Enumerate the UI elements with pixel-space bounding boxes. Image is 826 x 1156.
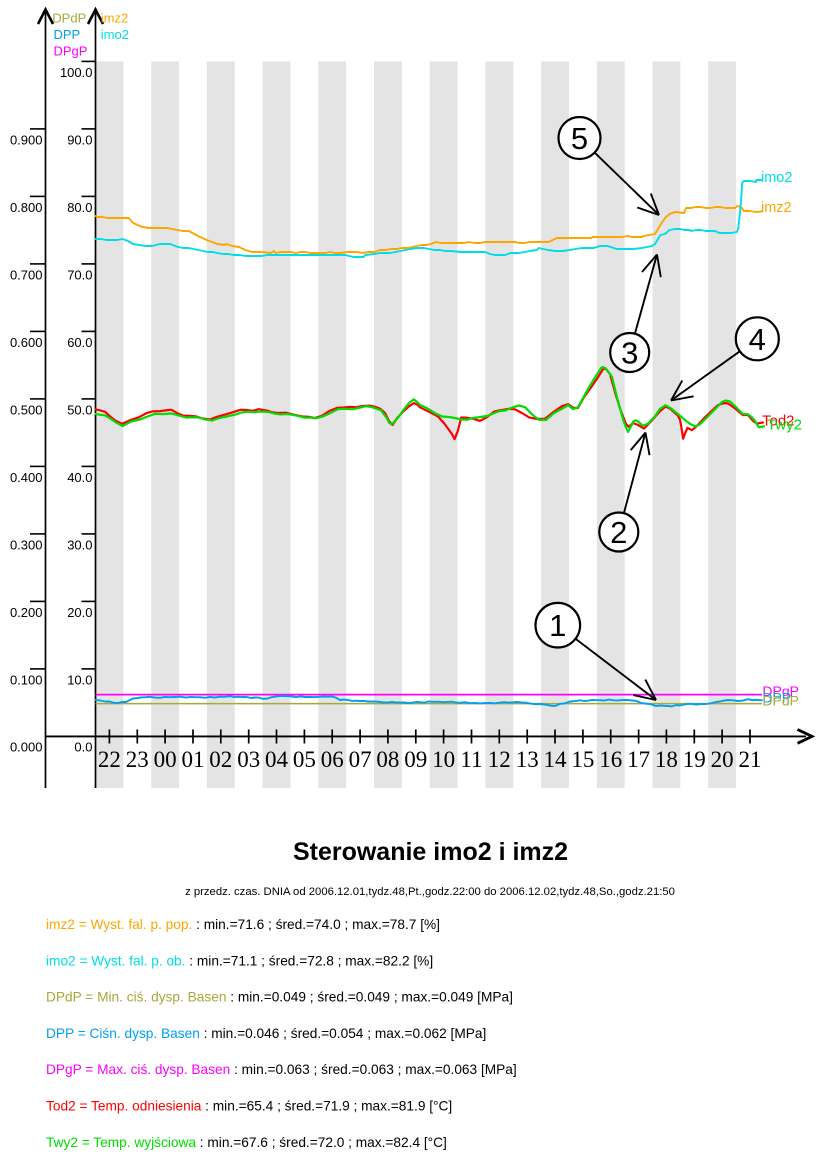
svg-text:0.000: 0.000 <box>10 740 43 755</box>
svg-text:40.0: 40.0 <box>67 470 92 485</box>
svg-text:50.0: 50.0 <box>67 402 92 417</box>
svg-text:DPgP = Max. ciś. dysp. Basen :: DPgP = Max. ciś. dysp. Basen : min.=0.06… <box>46 1062 517 1077</box>
svg-text:00: 00 <box>154 747 177 772</box>
svg-text:4: 4 <box>749 322 766 357</box>
svg-text:19: 19 <box>683 747 706 772</box>
svg-text:21: 21 <box>739 747 762 772</box>
svg-text:30.0: 30.0 <box>67 537 92 552</box>
svg-text:70.0: 70.0 <box>67 267 92 282</box>
svg-text:05: 05 <box>293 747 316 772</box>
svg-text:imz2: imz2 <box>101 11 128 26</box>
svg-text:0.200: 0.200 <box>10 605 43 620</box>
svg-text:02: 02 <box>209 747 232 772</box>
svg-text:imo2: imo2 <box>761 170 792 186</box>
svg-text:03: 03 <box>237 747 260 772</box>
svg-text:15: 15 <box>571 747 594 772</box>
svg-text:Tod2 = Temp. odniesienia : min: Tod2 = Temp. odniesienia : min.=65.4 ; ś… <box>46 1099 452 1114</box>
svg-text:Twy2: Twy2 <box>767 417 802 434</box>
svg-text:06: 06 <box>321 747 344 772</box>
svg-text:3: 3 <box>621 336 638 371</box>
svg-text:16: 16 <box>599 747 622 772</box>
svg-text:60.0: 60.0 <box>67 335 92 350</box>
svg-text:13: 13 <box>516 747 539 772</box>
svg-text:imo2: imo2 <box>101 27 129 42</box>
svg-text:0.100: 0.100 <box>10 672 43 687</box>
svg-text:DPP: DPP <box>54 27 81 42</box>
svg-text:100.0: 100.0 <box>60 65 93 80</box>
svg-text:11: 11 <box>460 747 482 772</box>
svg-text:5: 5 <box>571 121 588 156</box>
svg-text:DPP: DPP <box>762 690 791 706</box>
svg-text:Twy2 = Temp. wyjściowa : min.=: Twy2 = Temp. wyjściowa : min.=67.6 ; śre… <box>46 1135 447 1150</box>
svg-text:07: 07 <box>349 747 372 772</box>
svg-text:20.0: 20.0 <box>67 605 92 620</box>
svg-text:0.500: 0.500 <box>10 402 43 417</box>
svg-text:0.0: 0.0 <box>74 740 92 755</box>
svg-text:DPgP: DPgP <box>54 43 88 58</box>
svg-text:1: 1 <box>549 608 566 643</box>
svg-text:14: 14 <box>544 747 568 772</box>
svg-text:DPdP = Min. ciś. dysp. Basen :: DPdP = Min. ciś. dysp. Basen : min.=0.04… <box>46 990 513 1005</box>
svg-text:imz2: imz2 <box>761 200 792 216</box>
svg-text:DPgP: DPgP <box>762 683 799 699</box>
svg-text:12: 12 <box>488 747 511 772</box>
svg-text:0.300: 0.300 <box>10 537 43 552</box>
svg-text:20: 20 <box>711 747 734 772</box>
svg-text:01: 01 <box>182 747 205 772</box>
svg-text:0.700: 0.700 <box>10 267 43 282</box>
svg-text:04: 04 <box>265 747 289 772</box>
svg-text:80.0: 80.0 <box>67 200 92 215</box>
svg-text:0.400: 0.400 <box>10 470 43 485</box>
svg-text:23: 23 <box>126 747 149 772</box>
svg-text:0.800: 0.800 <box>10 200 43 215</box>
svg-text:DPdP: DPdP <box>762 693 799 709</box>
svg-text:08: 08 <box>376 747 399 772</box>
svg-text:90.0: 90.0 <box>67 132 92 147</box>
svg-text:22: 22 <box>98 747 121 772</box>
svg-text:DPdP: DPdP <box>52 11 86 26</box>
svg-text:18: 18 <box>655 747 678 772</box>
svg-text:imo2 = Wyst. fal. p. ob. : min: imo2 = Wyst. fal. p. ob. : min.=71.1 ; ś… <box>46 953 433 968</box>
svg-text:0.600: 0.600 <box>10 335 43 350</box>
svg-text:10: 10 <box>432 747 455 772</box>
svg-text:Tod2: Tod2 <box>762 413 795 430</box>
svg-text:2: 2 <box>610 515 627 550</box>
svg-text:0.900: 0.900 <box>10 132 43 147</box>
svg-text:z przedz. czas. DNIA od 2006.1: z przedz. czas. DNIA od 2006.12.01,tydz.… <box>185 886 675 898</box>
svg-text:imz2 = Wyst. fal. p. pop. : mi: imz2 = Wyst. fal. p. pop. : min.=71.6 ; … <box>46 917 440 932</box>
svg-text:09: 09 <box>404 747 427 772</box>
svg-text:10.0: 10.0 <box>67 672 92 687</box>
svg-text:17: 17 <box>627 747 650 772</box>
svg-text:Sterowanie imo2 i imz2: Sterowanie imo2 i imz2 <box>293 838 568 866</box>
svg-text:DPP = Ciśn. dysp. Basen : min.: DPP = Ciśn. dysp. Basen : min.=0.046 ; ś… <box>46 1026 486 1041</box>
